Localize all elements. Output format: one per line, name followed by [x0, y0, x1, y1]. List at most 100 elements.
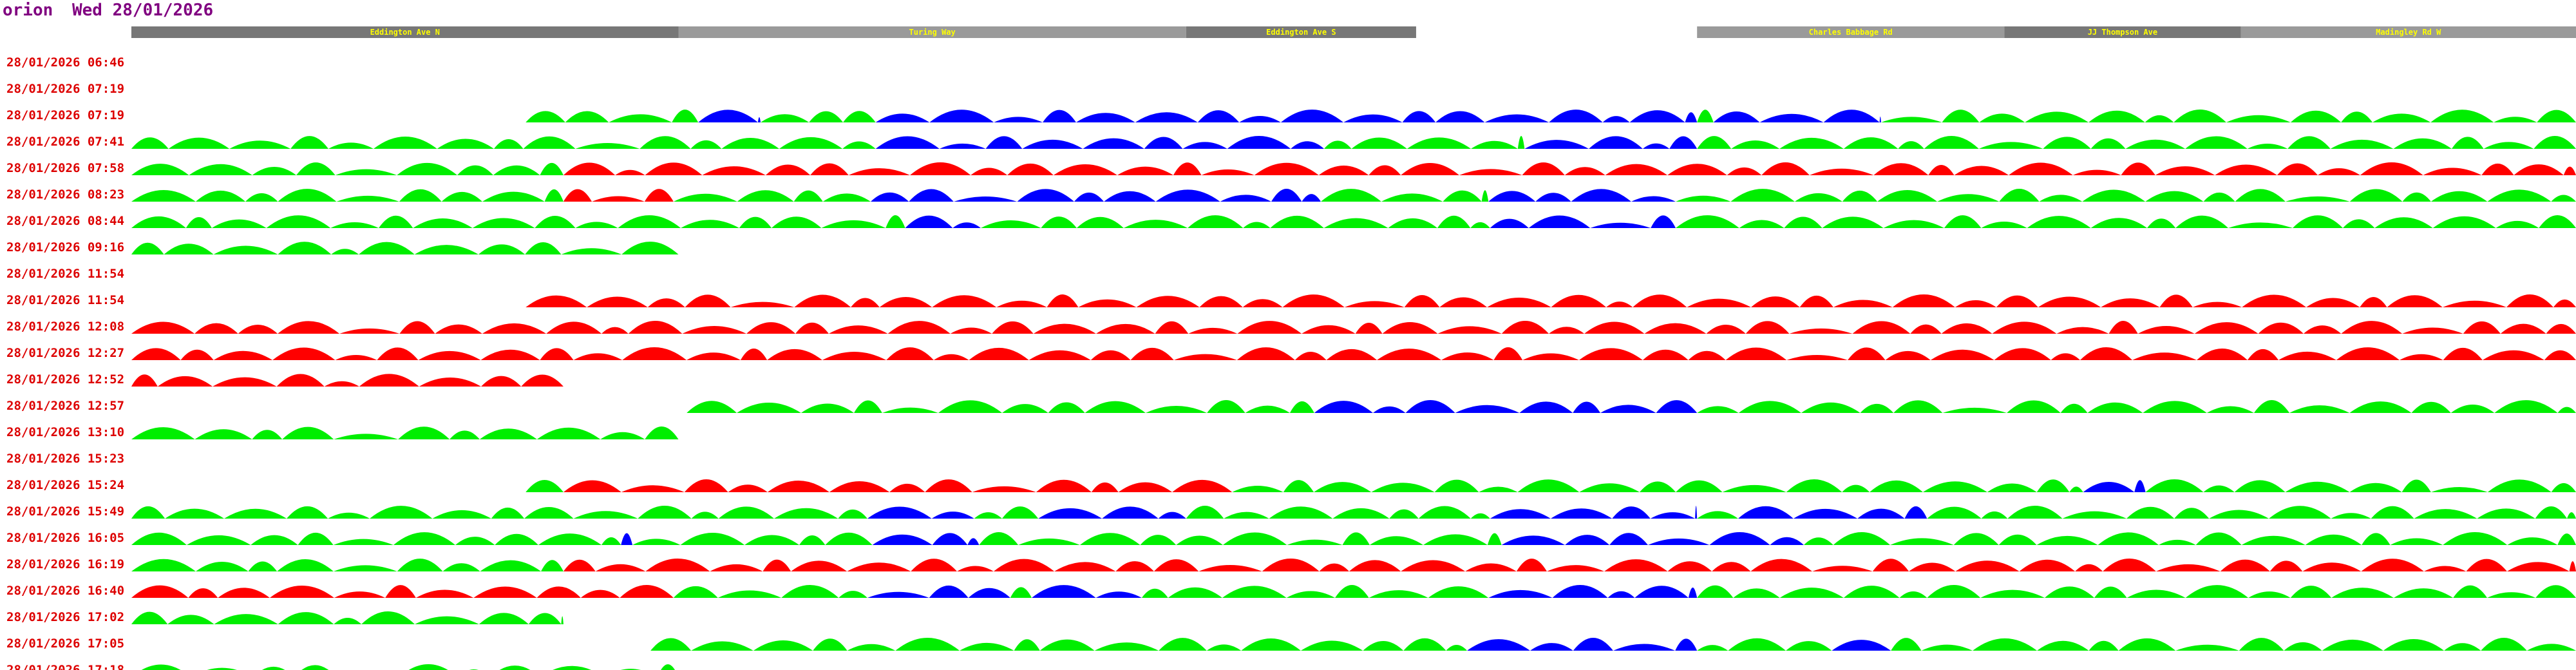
speed-segment — [979, 532, 1502, 545]
speed-segment — [2145, 479, 2576, 492]
row-time-label: 28/01/2026 16:05 — [6, 531, 124, 545]
row-time-label: 28/01/2026 11:54 — [6, 293, 124, 307]
speed-segment — [1232, 479, 2083, 492]
row-time-label: 28/01/2026 08:23 — [6, 187, 124, 202]
speed-segment — [1490, 506, 1698, 519]
speed-segment — [1490, 215, 1676, 228]
row-time-label: 28/01/2026 12:52 — [6, 372, 124, 387]
speed-segment — [1676, 189, 2576, 202]
row-time-label: 28/01/2026 12:08 — [6, 320, 124, 334]
date: Wed 28/01/2026 — [72, 1, 213, 20]
speed-segment — [1031, 585, 1142, 598]
speed-segment — [867, 506, 974, 519]
speed-segment — [131, 559, 564, 571]
speed-segment — [1467, 638, 1698, 651]
speed-segment — [1010, 587, 1032, 598]
row-time-label: 28/01/2026 06:46 — [6, 55, 124, 70]
row-time-label: 28/01/2026 17:05 — [6, 636, 124, 651]
speed-segment — [673, 190, 871, 202]
row-time-label: 28/01/2026 07:41 — [6, 135, 124, 149]
speed-segment — [131, 426, 679, 439]
row-time-label: 28/01/2026 15:49 — [6, 504, 124, 519]
speed-segment — [974, 506, 1039, 519]
speed-segment — [1501, 532, 1804, 545]
speed-segment — [1488, 189, 1676, 202]
road-label: JJ Thompson Ave — [2088, 28, 2157, 37]
speed-segment — [1697, 638, 1832, 651]
row-time-label: 28/01/2026 16:19 — [6, 557, 124, 571]
speed-segment — [1697, 136, 2576, 149]
speed-segment — [131, 215, 905, 228]
road-band — [678, 26, 1186, 38]
road-label: Charles Babbage Rd — [1809, 28, 1893, 37]
speed-segment — [632, 532, 873, 545]
road-band — [131, 26, 679, 38]
speed-segment — [1697, 400, 2576, 413]
speed-segment — [1314, 400, 1698, 413]
row-time-label: 28/01/2026 17:18 — [6, 663, 124, 670]
row-time-label: 28/01/2026 12:57 — [6, 399, 124, 413]
speed-segment — [621, 533, 633, 545]
road-label: Eddington Ave N — [370, 28, 440, 37]
speed-segment — [563, 162, 2576, 175]
speed-segment — [131, 611, 564, 624]
speed-segment — [872, 533, 980, 545]
speed-segment — [131, 347, 2576, 360]
road-band — [2004, 26, 2241, 38]
speed-segment — [980, 215, 1490, 228]
speed-segment — [870, 189, 1321, 202]
row-time-label: 28/01/2026 16:40 — [6, 584, 124, 598]
speed-segment — [905, 215, 981, 228]
speed-segment — [131, 321, 2576, 334]
speed-segment — [131, 585, 674, 598]
speed-segment — [1488, 585, 1698, 598]
speed-segment — [141, 664, 675, 670]
road-label: Madingley Rd W — [2376, 28, 2441, 37]
speed-segment — [131, 374, 564, 387]
speed-segment — [875, 136, 1325, 149]
road-band — [2240, 26, 2576, 38]
row-time-label: 28/01/2026 15:23 — [6, 452, 124, 466]
speed-segment — [131, 506, 867, 519]
speed-segment — [563, 479, 1233, 492]
speed-segment — [867, 585, 1010, 598]
speed-segment — [1697, 110, 1714, 122]
speed-segment — [1697, 585, 2576, 598]
road-label: Eddington Ave S — [1266, 28, 1336, 37]
speed-segment — [1524, 136, 1698, 149]
speed-segment — [526, 110, 699, 122]
speed-segment — [1324, 136, 1525, 149]
row-time-label: 28/01/2026 12:27 — [6, 346, 124, 360]
speed-segment — [526, 479, 564, 492]
row-time-label: 28/01/2026 15:24 — [6, 478, 124, 492]
speed-segment — [1803, 532, 2576, 545]
speed-segment — [1038, 506, 1186, 519]
speed-segment — [1738, 506, 1927, 519]
speed-segment — [761, 111, 876, 122]
row-time-label: 28/01/2026 07:19 — [6, 108, 124, 122]
speed-segment — [1832, 640, 1891, 651]
speed-segment — [698, 110, 761, 122]
speed-segment — [1927, 506, 2576, 519]
speed-segment — [687, 400, 1314, 413]
speed-segment — [1697, 511, 1738, 519]
road-band — [1186, 26, 1416, 38]
speed-segment — [1141, 585, 1489, 598]
row-time-label: 28/01/2026 11:54 — [6, 267, 124, 281]
speed-segment — [563, 559, 2576, 571]
speed-segment — [131, 532, 621, 545]
row-time-label: 28/01/2026 13:10 — [6, 425, 124, 439]
speed-segment — [2083, 480, 2146, 492]
speed-segment — [131, 162, 564, 175]
speed-segment — [1713, 110, 1881, 122]
row-time-label: 28/01/2026 07:58 — [6, 161, 124, 175]
vehicle-name: orion — [3, 1, 53, 20]
road-band — [1697, 26, 2005, 38]
speed-segment — [1880, 110, 2576, 122]
speed-segment — [1676, 215, 2576, 228]
speed-segment — [1891, 638, 2576, 651]
speed-segment — [131, 242, 679, 254]
row-time-label: 28/01/2026 09:16 — [6, 240, 124, 254]
